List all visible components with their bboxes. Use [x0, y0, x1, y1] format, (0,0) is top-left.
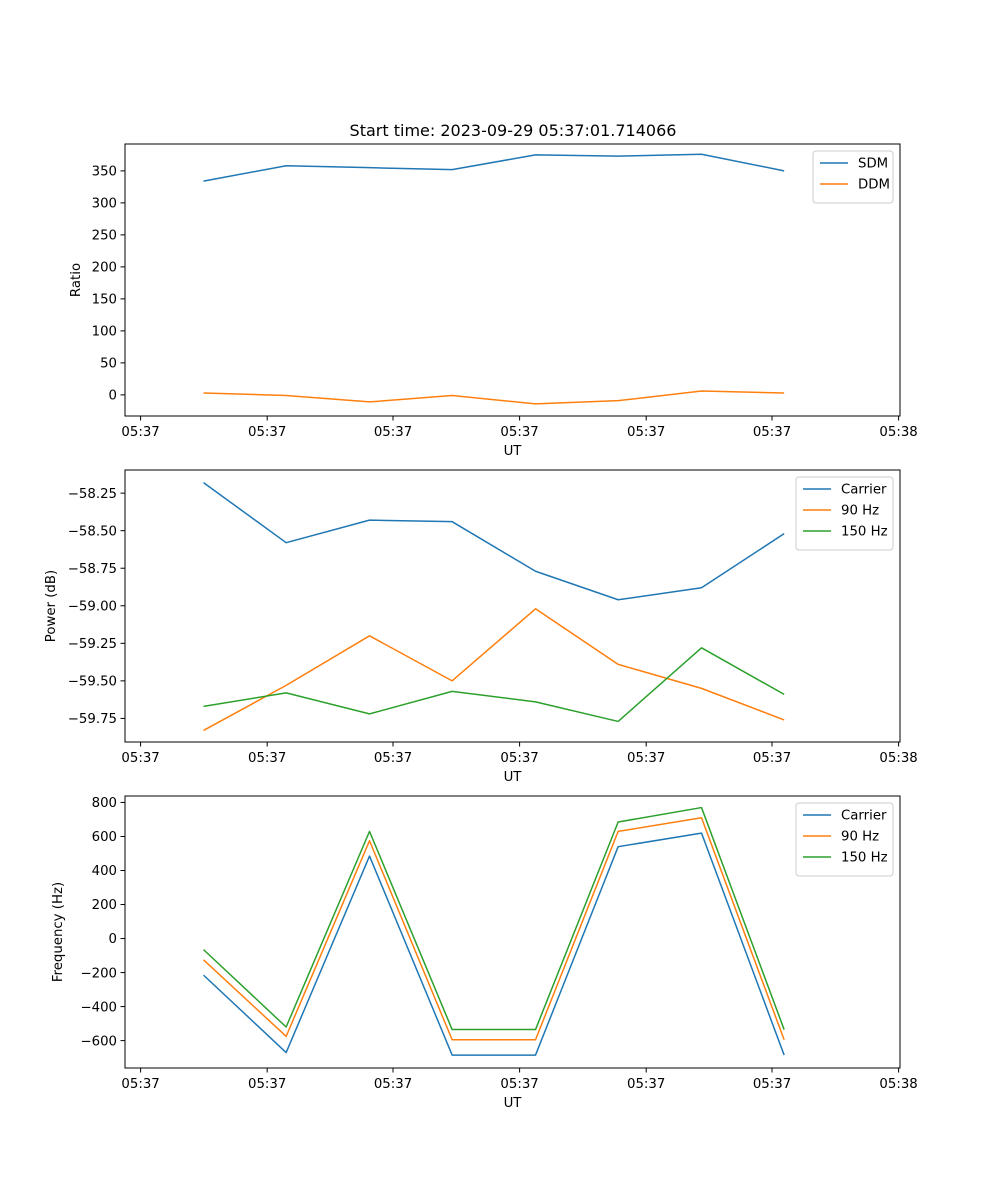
frequency-ylabel: Frequency (Hz)	[51, 882, 66, 982]
frequency-legend: Carrier 90 Hz 150 Hz	[795, 802, 894, 877]
frequency-xtick-label: 05:37	[374, 1077, 412, 1092]
ratio-legend-box	[812, 150, 894, 204]
power-ytick-label: −58.25	[68, 487, 117, 502]
ratio-ytick-label: 350	[92, 165, 117, 180]
power-ytick-label: −58.75	[68, 562, 117, 577]
power-xtick-label: 05:37	[121, 751, 159, 766]
frequency-ytick-label: −600	[80, 1034, 117, 1049]
frequency-xtick-label: 05:37	[753, 1077, 791, 1092]
ratio-ytick-label: 250	[92, 229, 117, 244]
power-xtick-label: 05:37	[753, 751, 791, 766]
frequency-legend-label: Carrier	[841, 809, 887, 824]
ratio-xtick-label: 05:37	[753, 425, 791, 440]
ratio-legend-label: DDM	[858, 178, 890, 193]
frequency-xtick-label: 05:37	[500, 1077, 538, 1092]
ratio-xtick-label: 05:37	[374, 425, 412, 440]
power-ylabel: Power (dB)	[44, 570, 59, 642]
frequency-ytick-label: −400	[80, 1000, 117, 1015]
power-series-90-hz-line	[203, 608, 785, 732]
power-legend: Carrier 90 Hz 150 Hz	[795, 476, 894, 551]
frequency-panel: Frequency (Hz) UT 05:37 05:37 05:37 05:37 05:3…	[51, 795, 918, 1111]
power-ytick-label: −59.75	[68, 712, 117, 727]
power-series-carrier-line	[203, 482, 785, 601]
ratio-ytick-label: 0	[109, 389, 117, 404]
power-panel: Power (dB) UT 05:37 05:37 05:37 05:37 05:37 05:…	[44, 469, 918, 785]
ratio-ylabel: Ratio	[69, 263, 84, 297]
ratio-legend-label: SDM	[858, 157, 888, 172]
frequency-ytick-label: −200	[80, 966, 117, 981]
power-xtick-label: 05:37	[374, 751, 412, 766]
ratio-series-sdm-line	[203, 153, 785, 182]
figure-title: Start time: 2023-09-29 05:37:01.714066	[350, 121, 677, 140]
power-legend-label: 90 Hz	[841, 504, 879, 519]
frequency-legend-label: 90 Hz	[841, 830, 879, 845]
ratio-ytick-label: 100	[92, 325, 117, 340]
frequency-xlabel: UT	[504, 1096, 523, 1111]
ratio-xtick-label: 05:37	[500, 425, 538, 440]
power-ytick-label: −59.50	[68, 675, 117, 690]
frequency-ytick-label: 200	[92, 898, 117, 913]
ratio-xtick-label: 05:37	[627, 425, 665, 440]
ratio-series-ddm-line	[203, 390, 785, 405]
power-xtick-label: 05:38	[879, 751, 917, 766]
power-legend-label: 150 Hz	[841, 525, 888, 540]
ratio-panel: Ratio UT 05:37 05:37 05:37 05:37 05:37 05:37 05:…	[69, 143, 918, 459]
power-xtick-label: 05:37	[500, 751, 538, 766]
ratio-ytick-label: 150	[92, 293, 117, 308]
ratio-ytick-label: 200	[92, 261, 117, 276]
ratio-ytick-label: 300	[92, 197, 117, 212]
frequency-ytick-label: 800	[92, 796, 117, 811]
frequency-series-carrier-line	[202, 832, 785, 1056]
power-ytick-label: −59.25	[68, 637, 117, 652]
power-series-150-hz-line	[203, 647, 785, 723]
ratio-xtick-label: 05:37	[248, 425, 286, 440]
ratio-legend: SDM DDM	[812, 150, 894, 204]
frequency-xtick-label: 05:37	[121, 1077, 159, 1092]
ratio-xtick-label: 05:37	[121, 425, 159, 440]
ratio-xlabel: UT	[504, 444, 523, 459]
ratio-ytick-label: 50	[100, 357, 117, 372]
power-legend-label: Carrier	[841, 483, 887, 498]
frequency-ytick-label: 0	[109, 932, 117, 947]
frequency-ytick-label: 600	[92, 830, 117, 845]
frequency-xtick-label: 05:38	[879, 1077, 917, 1092]
power-xlabel: UT	[504, 770, 523, 785]
ratio-axes-frame	[124, 143, 901, 417]
power-xtick-label: 05:37	[248, 751, 286, 766]
power-ytick-label: −58.50	[68, 524, 117, 539]
frequency-legend-label: 150 Hz	[841, 851, 888, 866]
frequency-series-150-hz-line	[202, 806, 785, 1031]
ratio-xtick-label: 05:38	[879, 425, 917, 440]
frequency-xtick-label: 05:37	[627, 1077, 665, 1092]
frequency-xtick-label: 05:37	[248, 1077, 286, 1092]
power-axes-frame	[124, 469, 901, 743]
frequency-ytick-label: 400	[92, 864, 117, 879]
power-xtick-label: 05:37	[627, 751, 665, 766]
power-ytick-label: −59.00	[68, 599, 117, 614]
frequency-series-90-hz-line	[203, 817, 785, 1041]
frequency-axes-frame	[124, 795, 901, 1069]
